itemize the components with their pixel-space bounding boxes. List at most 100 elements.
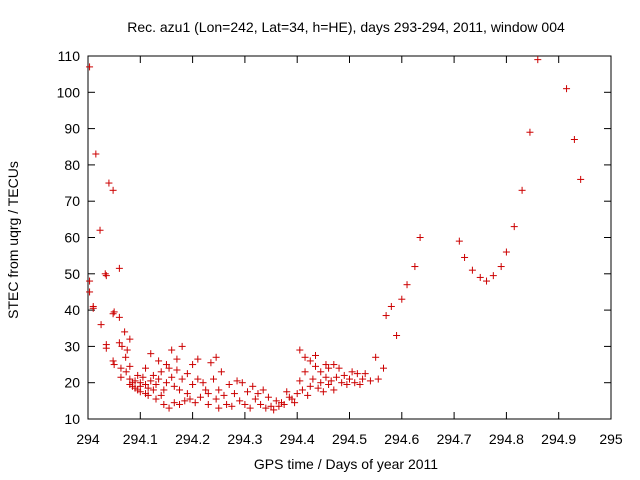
data-point — [160, 400, 168, 408]
data-point — [251, 395, 259, 403]
data-point — [272, 397, 280, 405]
data-point — [147, 350, 155, 358]
data-point — [210, 375, 218, 383]
data-point — [155, 375, 163, 383]
data-point — [233, 377, 241, 385]
data-point — [117, 364, 125, 372]
data-point — [238, 379, 246, 387]
data-point — [165, 404, 173, 412]
data-point — [149, 371, 157, 379]
x-tick-label: 294.2 — [175, 431, 210, 447]
data-point — [157, 391, 165, 399]
data-point — [183, 390, 191, 398]
data-point — [332, 373, 340, 381]
data-point — [249, 382, 257, 390]
y-tick-label: 50 — [64, 266, 80, 282]
data-point — [144, 384, 152, 392]
data-point — [118, 342, 126, 350]
x-tick-label: 294.5 — [332, 431, 367, 447]
data-point — [306, 357, 314, 365]
chart-title: Rec. azu1 (Lon=242, Lat=34, h=HE), days … — [127, 19, 565, 35]
data-point — [149, 386, 157, 394]
data-point — [97, 321, 105, 329]
data-point — [115, 264, 123, 272]
y-tick-label: 40 — [64, 302, 80, 318]
data-point — [121, 328, 129, 336]
data-point — [86, 288, 94, 296]
data-point — [361, 370, 369, 378]
data-point — [526, 128, 534, 136]
data-point — [577, 175, 585, 183]
x-axis-label: GPS time / Days of year 2011 — [254, 456, 438, 472]
data-point — [393, 332, 401, 340]
data-point — [304, 391, 312, 399]
data-point — [173, 366, 181, 374]
data-point — [212, 353, 220, 361]
data-point — [325, 364, 333, 372]
data-point — [343, 381, 351, 389]
data-point — [86, 277, 94, 285]
data-point — [262, 404, 270, 412]
data-point — [183, 370, 191, 378]
data-point — [102, 344, 110, 352]
data-point — [230, 390, 238, 398]
data-point — [122, 353, 130, 361]
data-point — [152, 395, 160, 403]
data-point — [403, 281, 411, 289]
data-point — [264, 393, 272, 401]
data-point — [325, 381, 333, 389]
data-point — [165, 364, 173, 372]
data-point — [411, 263, 419, 271]
y-tick-label: 20 — [64, 375, 80, 391]
data-point — [288, 395, 296, 403]
data-point — [319, 388, 327, 396]
data-point — [147, 377, 155, 385]
data-point — [398, 295, 406, 303]
data-point — [312, 351, 320, 359]
y-tick-label: 80 — [64, 157, 80, 173]
data-point — [275, 402, 283, 410]
data-point — [181, 397, 189, 405]
data-point — [142, 364, 150, 372]
data-point — [162, 379, 170, 387]
data-point — [382, 312, 390, 320]
data-point — [115, 339, 123, 347]
data-point — [122, 368, 130, 376]
data-points — [86, 56, 585, 414]
data-point — [189, 361, 197, 369]
data-point — [178, 342, 186, 350]
data-point — [348, 368, 356, 376]
data-point — [204, 390, 212, 398]
data-point — [202, 386, 210, 394]
data-point — [461, 253, 469, 261]
data-point — [379, 364, 387, 372]
data-point — [170, 382, 178, 390]
data-point — [215, 386, 223, 394]
data-point — [241, 400, 249, 408]
data-point — [372, 353, 380, 361]
data-point — [293, 390, 301, 398]
y-axis-ticks: 10 20 30 40 50 60 70 80 90 100 110 — [57, 48, 611, 427]
data-point — [312, 362, 320, 370]
x-tick-label: 294.3 — [227, 431, 262, 447]
y-tick-label: 70 — [64, 193, 80, 209]
data-point — [109, 186, 117, 194]
data-point — [374, 375, 382, 383]
data-point — [102, 272, 110, 280]
data-point — [387, 302, 395, 310]
data-point — [168, 346, 176, 354]
x-tick-label: 294.7 — [437, 431, 472, 447]
data-point — [570, 135, 578, 143]
data-point — [518, 186, 526, 194]
data-point — [455, 237, 463, 245]
data-point — [353, 370, 361, 378]
data-point — [340, 371, 348, 379]
x-tick-label: 294.9 — [541, 431, 576, 447]
data-point — [346, 375, 353, 383]
data-point — [283, 388, 291, 396]
data-point — [223, 400, 231, 408]
y-tick-label: 60 — [64, 230, 80, 246]
data-point — [296, 377, 304, 385]
data-point — [330, 361, 338, 369]
